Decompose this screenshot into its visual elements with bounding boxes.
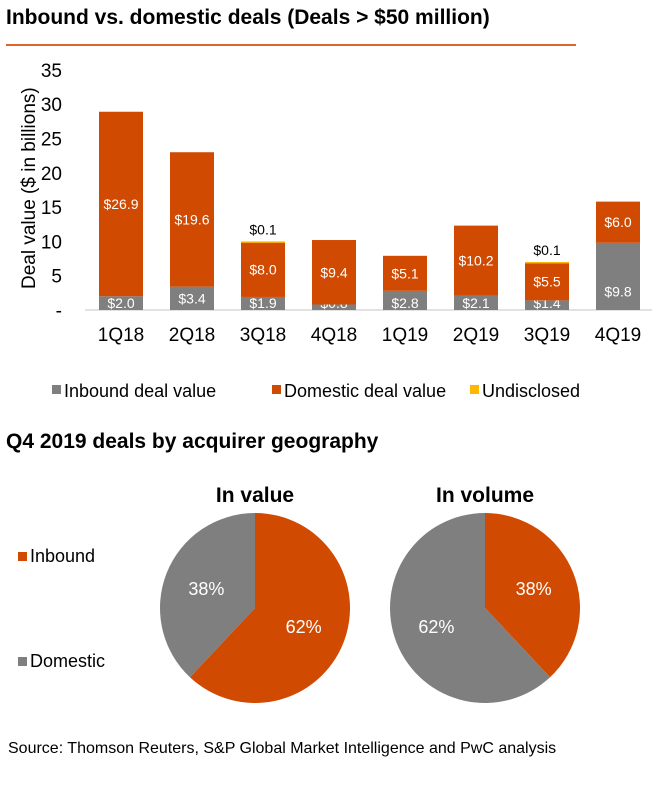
pie-slice-inbound bbox=[485, 513, 581, 678]
x-tick-label: 1Q18 bbox=[98, 325, 144, 346]
x-tick-label: 4Q19 bbox=[595, 325, 641, 346]
bar-inbound-deal-value bbox=[383, 290, 427, 310]
data-label: $1.9 bbox=[249, 295, 276, 311]
pie-legend-swatch bbox=[18, 552, 27, 561]
y-tick-label: 25 bbox=[41, 130, 62, 151]
bar-undisclosed bbox=[241, 241, 285, 243]
pie-section-title: Q4 2019 deals by acquirer geography bbox=[6, 430, 379, 453]
pie-legend-swatch bbox=[18, 657, 27, 666]
bar-inbound-deal-value bbox=[454, 295, 498, 310]
x-tick-label: 4Q18 bbox=[311, 325, 357, 346]
bar-inbound-deal-value bbox=[241, 296, 285, 310]
pie-slice-label: 38% bbox=[188, 579, 224, 599]
bar-domestic-deal-value bbox=[241, 242, 285, 297]
pie-slice-label: 38% bbox=[516, 579, 552, 599]
legend-label: Domestic deal value bbox=[284, 381, 446, 401]
pie-slice-label: 62% bbox=[286, 617, 322, 637]
y-tick-label: 30 bbox=[41, 95, 62, 116]
bar-domestic-deal-value bbox=[525, 262, 569, 301]
data-label: $3.4 bbox=[178, 290, 205, 306]
pie-legend-label: Domestic bbox=[30, 651, 105, 671]
data-label: $10.2 bbox=[458, 253, 493, 269]
bar-domestic-deal-value bbox=[454, 225, 498, 296]
y-tick-label: 35 bbox=[41, 61, 62, 82]
legend-label: Inbound deal value bbox=[64, 381, 216, 401]
data-label: $6.0 bbox=[604, 214, 631, 230]
x-tick-label: 2Q19 bbox=[453, 325, 499, 346]
data-label: $5.1 bbox=[391, 265, 418, 281]
data-label: $8.0 bbox=[249, 262, 276, 278]
bar-domestic-deal-value bbox=[383, 255, 427, 291]
pie-slice-domestic bbox=[160, 513, 255, 678]
bar-domestic-deal-value bbox=[596, 201, 640, 243]
data-label: $9.8 bbox=[604, 283, 631, 299]
source-note: Source: Thomson Reuters, S&P Global Mark… bbox=[8, 740, 557, 757]
y-tick-label: 15 bbox=[41, 198, 62, 219]
data-label: $2.1 bbox=[462, 295, 489, 311]
legend-swatch bbox=[470, 385, 479, 394]
bar-inbound-deal-value bbox=[525, 300, 569, 310]
y-tick-label: 5 bbox=[51, 267, 62, 288]
bar-inbound-deal-value bbox=[312, 304, 356, 310]
bar-inbound-deal-value bbox=[99, 296, 143, 310]
pie-slice-domestic bbox=[390, 513, 551, 703]
data-label: $19.6 bbox=[174, 211, 209, 227]
bar-domestic-deal-value bbox=[170, 152, 214, 287]
pie-legend-label: Inbound bbox=[30, 546, 95, 566]
x-tick-label: 3Q18 bbox=[240, 325, 286, 346]
x-tick-label: 3Q19 bbox=[524, 325, 570, 346]
legend-swatch bbox=[272, 385, 281, 394]
x-tick-label: 1Q19 bbox=[382, 325, 428, 346]
data-label: $0.1 bbox=[533, 242, 560, 258]
data-label: $2.0 bbox=[107, 295, 134, 311]
y-tick-label: 20 bbox=[41, 164, 62, 185]
x-tick-label: 2Q18 bbox=[169, 325, 215, 346]
bar-domestic-deal-value bbox=[312, 240, 356, 305]
data-label: $26.9 bbox=[103, 196, 138, 212]
chart-title: Inbound vs. domestic deals (Deals > $50 … bbox=[6, 6, 490, 29]
data-label: $0.1 bbox=[249, 221, 276, 237]
pie-slice-inbound bbox=[189, 513, 351, 703]
bar-chart: - 5 10 15 20 25 30 35 $2.0 $26.9 1Q18 $3.4 $19.6 2Q18… bbox=[41, 61, 652, 401]
legend-label: Undisclosed bbox=[482, 381, 580, 401]
bar-inbound-deal-value bbox=[170, 286, 214, 310]
y-tick-label: - bbox=[56, 301, 62, 322]
bar-domestic-deal-value bbox=[99, 111, 143, 297]
title-underline bbox=[6, 44, 576, 46]
legend-swatch bbox=[52, 385, 61, 394]
pie-slice-label: 62% bbox=[418, 617, 454, 637]
bar-inbound-deal-value bbox=[596, 242, 640, 310]
y-tick-label: 10 bbox=[41, 232, 62, 253]
bar-undisclosed bbox=[525, 261, 569, 264]
data-label: $2.8 bbox=[391, 295, 418, 311]
data-label: $9.4 bbox=[320, 264, 347, 280]
data-label: $5.5 bbox=[533, 274, 560, 290]
pie-title: In value bbox=[216, 484, 294, 507]
pie-title: In volume bbox=[436, 484, 534, 507]
